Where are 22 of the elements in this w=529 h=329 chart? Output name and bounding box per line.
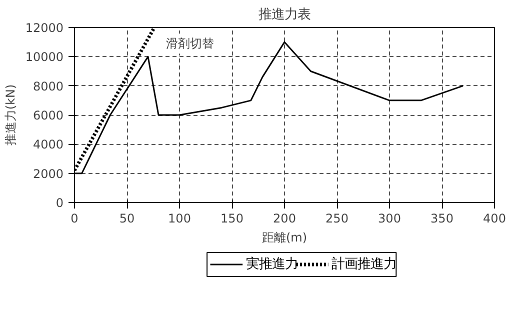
- x-tick-label: 200: [273, 212, 296, 226]
- chart-title: 推進力表: [258, 8, 310, 22]
- x-tick-label: 400: [483, 212, 506, 226]
- y-tick-label: 8000: [32, 79, 64, 94]
- y-tick-label: 12000: [25, 21, 64, 35]
- y-tick-label: 4000: [32, 138, 64, 152]
- annotation: 滑剤切替: [166, 36, 214, 51]
- legend-label: 実推進力: [246, 256, 298, 272]
- y-tick-label: 2000: [32, 166, 64, 181]
- x-tick-label: 250: [326, 212, 348, 226]
- y-axis-title: 推進力(kN): [3, 84, 18, 146]
- x-tick-label: 100: [168, 212, 191, 226]
- x-tick-label: 350: [430, 212, 454, 226]
- x-tick-label: 300: [378, 212, 401, 226]
- y-tick-label: 6000: [32, 108, 64, 122]
- y-tick-label: 10000: [25, 50, 64, 64]
- x-tick-label: 50: [119, 212, 135, 226]
- x-tick-label: 0: [70, 212, 78, 226]
- legend-label: 計画推進力: [331, 257, 396, 272]
- y-tick-label: 0: [56, 196, 64, 210]
- x-axis-title: 距離(m): [262, 230, 308, 244]
- x-tick-label: 150: [220, 212, 244, 226]
